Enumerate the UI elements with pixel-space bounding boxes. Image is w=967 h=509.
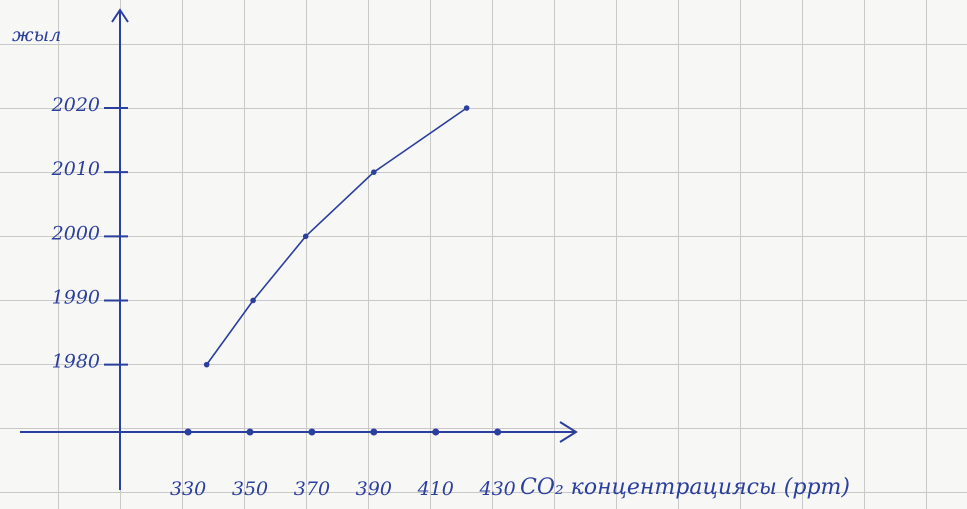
x-tick-label: 410 [417, 478, 454, 500]
y-axis-arrow [111, 8, 129, 23]
x-tick [308, 428, 316, 436]
x-tick [494, 428, 502, 436]
x-tick [370, 428, 378, 436]
data-point [250, 297, 256, 304]
y-tick-label: 1990 [52, 286, 100, 308]
y-tick-label: 2010 [51, 158, 100, 180]
data-line [206, 107, 468, 366]
x-tick-label: 430 [478, 478, 515, 500]
x-tick-label: 370 [294, 478, 330, 500]
x-axis-label: CO₂ концентрациясы (ppm) [520, 475, 850, 500]
x-tick [246, 428, 254, 436]
x-axis-arrow [559, 421, 578, 443]
y-tick-label: 2020 [51, 94, 100, 116]
x-tick-label: 330 [170, 478, 206, 500]
y-axis-label: жыл [12, 24, 61, 46]
y-tick-label: 2000 [51, 222, 100, 244]
y-tick-label: 1980 [52, 351, 100, 373]
data-point [463, 105, 470, 111]
x-tick [184, 428, 192, 436]
x-tick-label: 390 [356, 478, 392, 500]
data-point [203, 361, 210, 368]
data-point [302, 233, 309, 240]
data-point [371, 169, 377, 175]
x-tick [432, 428, 440, 436]
x-tick-label: 350 [232, 478, 268, 500]
